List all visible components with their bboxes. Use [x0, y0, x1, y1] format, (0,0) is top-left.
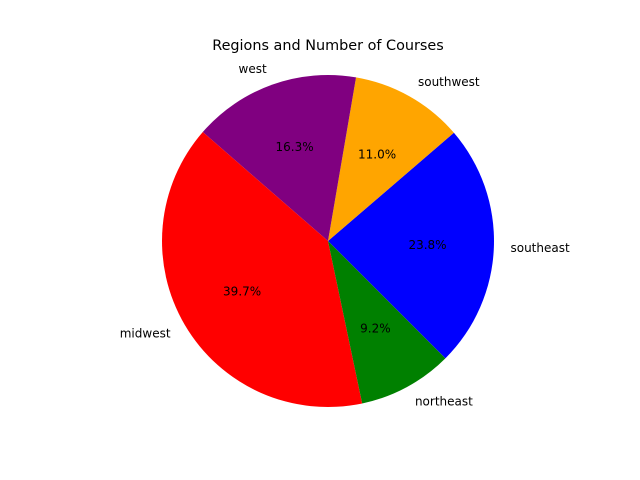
slice-label-southeast: southeast	[510, 241, 569, 255]
pie-slice-northeast	[328, 241, 446, 404]
pie-slice-southeast	[328, 132, 494, 359]
pie-slice-southwest	[328, 77, 454, 241]
slice-label-west: west	[239, 62, 267, 76]
slice-label-midwest: midwest	[120, 326, 171, 340]
slice-label-southwest: southwest	[418, 75, 480, 89]
slice-label-northeast: northeast	[415, 395, 473, 409]
chart-title: Regions and Number of Courses	[212, 38, 444, 54]
pct-label-west: 16.3%	[275, 140, 313, 154]
pie-slices	[162, 74, 494, 407]
pct-label-southeast: 23.8%	[408, 238, 446, 252]
pct-label-northeast: 9.2%	[360, 322, 391, 336]
pie-labels: 23.8% southeast 11.0% southwest 16.3% west 39.…	[120, 62, 570, 409]
pie-slice-west	[202, 74, 357, 241]
pct-label-southwest: 11.0%	[358, 147, 396, 161]
pie-slice-midwest	[162, 132, 363, 407]
pct-label-midwest: 39.7%	[223, 284, 261, 298]
